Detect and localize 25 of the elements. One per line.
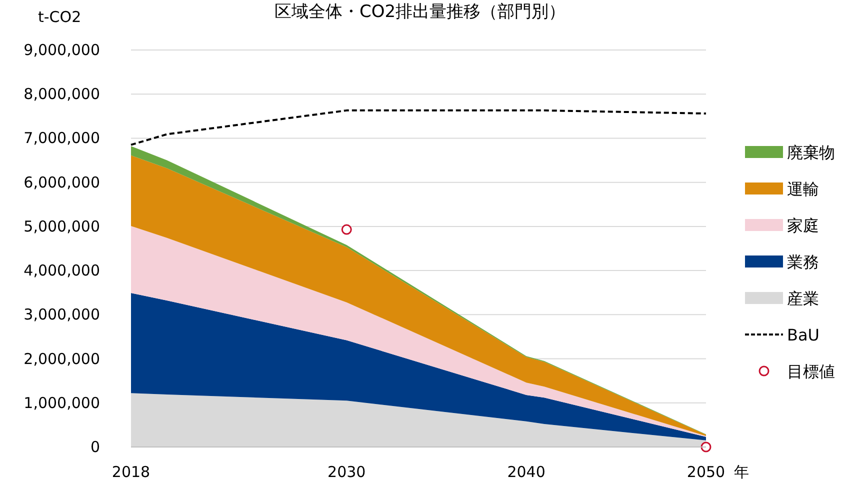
x-tick-label: 2040 bbox=[507, 463, 546, 481]
legend-label: 家庭 bbox=[787, 216, 819, 235]
y-tick-label: 3,000,000 bbox=[24, 306, 100, 324]
x-axis-title: 年 bbox=[734, 463, 749, 481]
legend-label: 目標値 bbox=[787, 362, 835, 381]
y-tick-label: 7,000,000 bbox=[24, 129, 100, 148]
chart-title: 区域全体・CO2排出量推移（部門別） bbox=[274, 2, 566, 22]
line-series bbox=[130, 109, 707, 146]
legend-label: 産業 bbox=[787, 289, 819, 308]
y-tick-label: 4,000,000 bbox=[24, 262, 100, 280]
y-tick-label: 1,000,000 bbox=[24, 394, 100, 412]
x-tick-label: 2018 bbox=[112, 463, 150, 481]
legend-label: 運輸 bbox=[787, 180, 819, 198]
x-tick-label: 2050 bbox=[686, 463, 726, 481]
y-tick-label: 2,000,000 bbox=[24, 350, 100, 368]
y-tick-label: 9,000,000 bbox=[24, 41, 100, 59]
legend-label: BaU bbox=[787, 326, 820, 344]
y-tick-label: 0 bbox=[90, 438, 100, 456]
x-tick-label: 2030 bbox=[328, 463, 366, 481]
legend-label: 廃棄物 bbox=[787, 143, 835, 162]
y-tick-label: 8,000,000 bbox=[24, 85, 100, 104]
y-tick-label: 5,000,000 bbox=[24, 217, 100, 236]
y-axis-title: t-CO2 bbox=[38, 8, 82, 26]
y-tick-label: 6,000,000 bbox=[24, 173, 100, 192]
legend-label: 業務 bbox=[787, 252, 819, 272]
